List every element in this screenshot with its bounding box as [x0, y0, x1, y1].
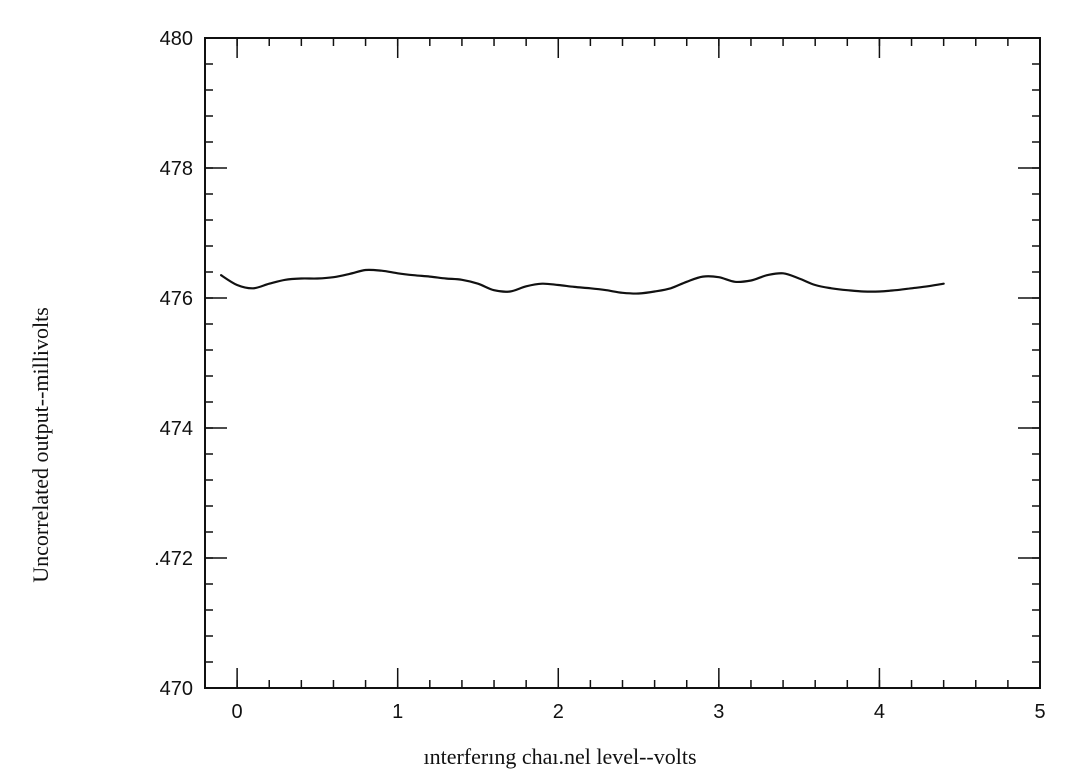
- y-axis-title: Uncorrelated output--millivolts: [28, 307, 53, 583]
- x-tick-label: 4: [874, 701, 885, 723]
- axis-ticks-layer: [204, 37, 1041, 689]
- y-tick-label: 474: [160, 418, 193, 440]
- x-axis-title: ınterferıng chaı.nel level--volts: [423, 744, 696, 769]
- series-layer: [220, 268, 945, 295]
- tick-labels-layer: 0 1 2 3 4 5 470 .472 474 476 478 480: [154, 28, 1046, 723]
- x-tick-label: 0: [232, 701, 243, 723]
- x-tick-label: 2: [553, 701, 564, 723]
- y-tick-label: 476: [160, 288, 193, 310]
- y-tick-label: .472: [154, 548, 193, 570]
- x-tick-label: 5: [1034, 701, 1045, 723]
- x-tick-label: 1: [392, 701, 403, 723]
- plot-frame: [204, 37, 1041, 689]
- x-tick-label: 3: [713, 701, 724, 723]
- y-tick-label: 480: [160, 28, 193, 50]
- y-tick-label: 470: [160, 678, 193, 700]
- series-line-0: [220, 268, 945, 295]
- plot-frame-layer: [204, 37, 1041, 689]
- y-tick-label: 478: [160, 158, 193, 180]
